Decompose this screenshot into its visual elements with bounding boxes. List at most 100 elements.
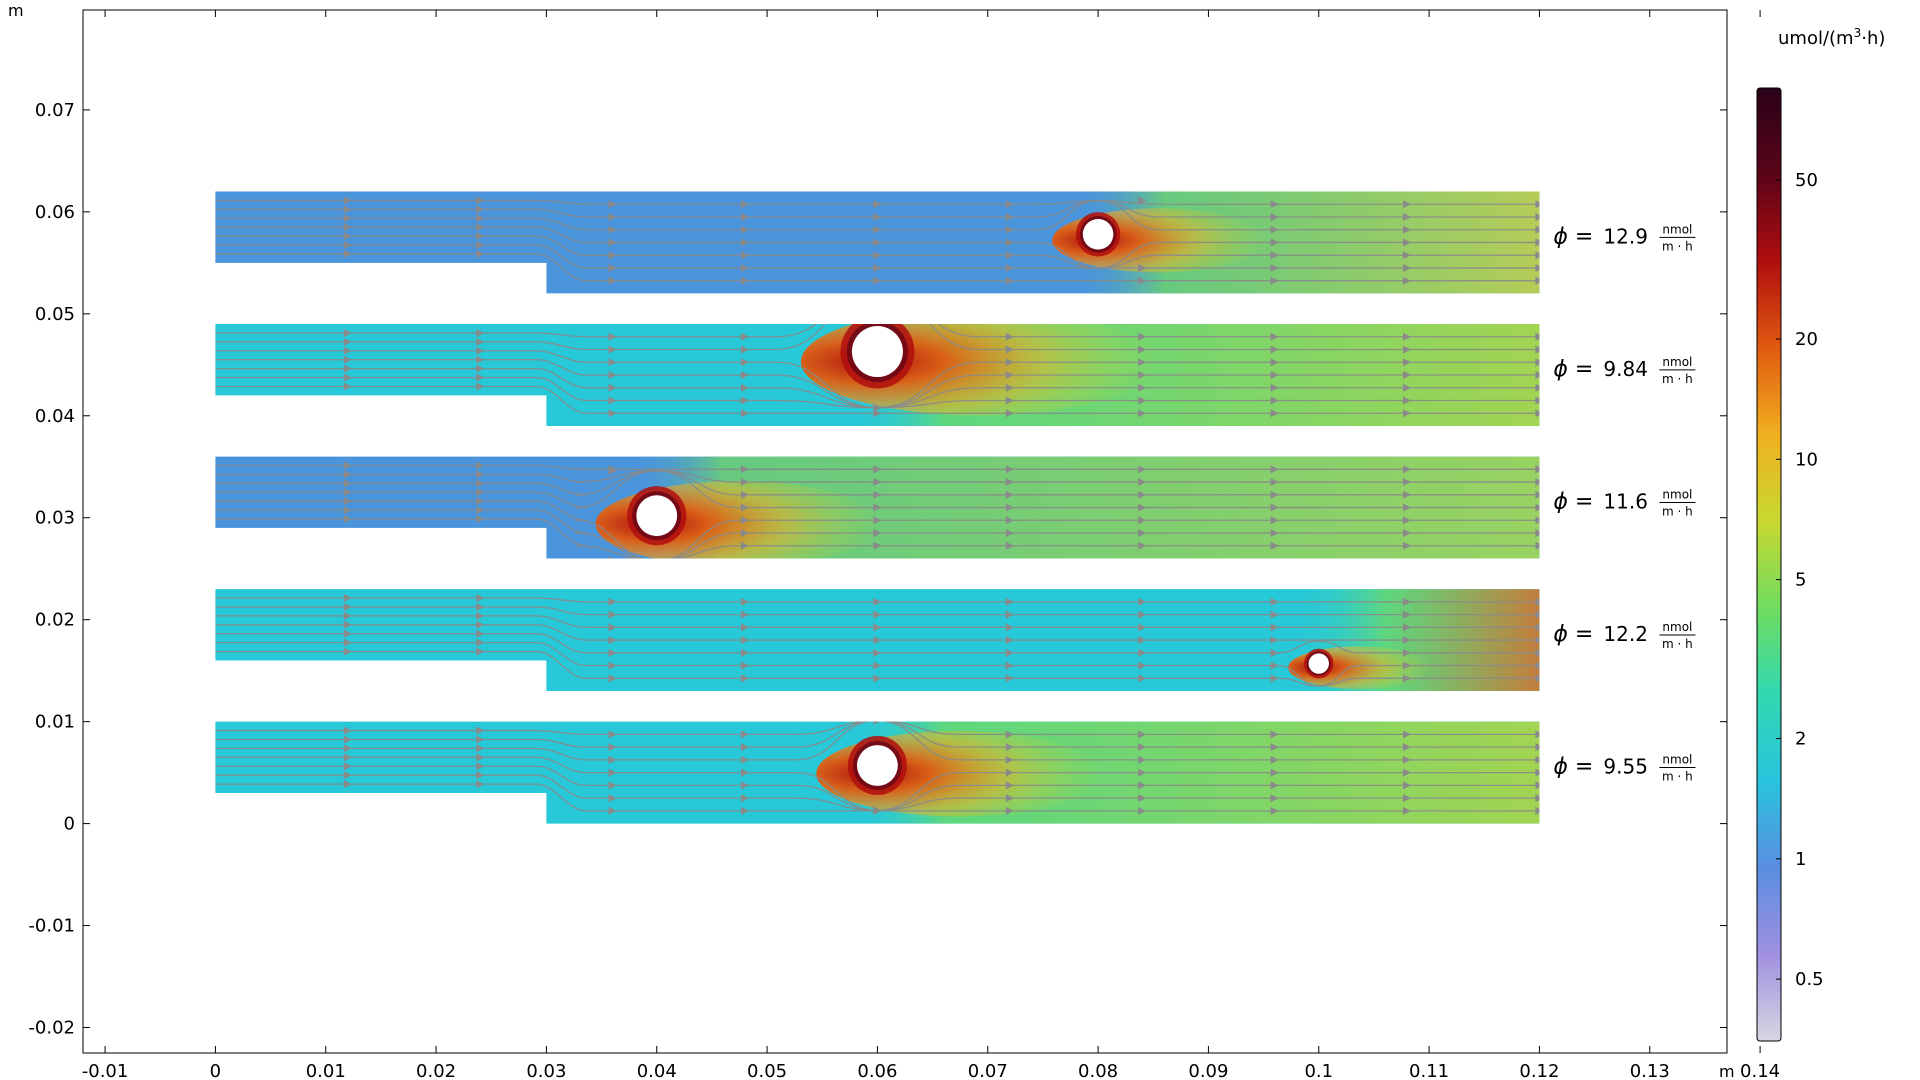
streamline-arrow xyxy=(873,263,882,272)
streamline-arrow xyxy=(1005,516,1014,525)
streamline-arrow xyxy=(343,620,352,629)
streamline-arrow xyxy=(1005,490,1014,499)
streamline-arrow xyxy=(741,409,750,418)
streamline-arrow xyxy=(741,781,750,790)
phi-value: 12.9 xyxy=(1603,224,1648,248)
streamline xyxy=(215,244,1540,269)
streamline-arrow xyxy=(741,383,750,392)
streamline-arrow xyxy=(476,328,485,337)
streamline-arrow xyxy=(608,370,617,379)
streamline-arrow xyxy=(1005,238,1014,247)
x-tick-label: 0.08 xyxy=(1078,1061,1118,1080)
streamline-arrow xyxy=(1005,358,1014,367)
streamline-arrow xyxy=(873,238,882,247)
streamline-arrow xyxy=(343,346,352,355)
streamline-arrow xyxy=(1535,200,1540,209)
streamline-arrow xyxy=(343,497,352,506)
streamline xyxy=(215,253,1540,282)
streamline-arrow xyxy=(873,478,882,487)
streamline-arrow xyxy=(1270,648,1279,657)
streamline xyxy=(215,721,1540,748)
streamline-arrow xyxy=(741,276,750,285)
streamline-arrow xyxy=(1005,383,1014,392)
phi-unit-numerator: nmol xyxy=(1662,355,1692,369)
streamline-arrow xyxy=(608,648,617,657)
streamline-arrow xyxy=(476,602,485,611)
streamline-arrow xyxy=(873,610,882,619)
streamline-arrow xyxy=(1005,345,1014,354)
streamline-arrow xyxy=(1005,478,1014,487)
streamline-arrow xyxy=(741,490,750,499)
streamline-arrow xyxy=(1138,478,1147,487)
streamline-arrow xyxy=(343,762,352,771)
streamline-arrow xyxy=(608,200,617,209)
streamline-arrow xyxy=(1535,332,1540,341)
streamline-arrow xyxy=(608,661,617,670)
streamline-arrow xyxy=(1005,332,1014,341)
streamline-arrow xyxy=(1270,276,1279,285)
streamline-arrow xyxy=(1535,597,1540,606)
streamline-arrow xyxy=(873,225,882,234)
streamline-arrow xyxy=(1005,225,1014,234)
streamline xyxy=(215,199,1540,205)
streamline-arrow xyxy=(1138,730,1147,739)
streamline-arrow xyxy=(1535,276,1540,285)
streamline-arrow xyxy=(608,743,617,752)
streamline-arrow xyxy=(343,735,352,744)
streamline-arrow xyxy=(1270,755,1279,764)
streamline-arrow xyxy=(873,516,882,525)
streamline-arrow xyxy=(873,490,882,499)
streamline-arrow xyxy=(476,515,485,524)
streamline-arrow xyxy=(1138,396,1147,405)
phi-value: 11.6 xyxy=(1603,489,1648,513)
streamline-arrow xyxy=(1403,768,1412,777)
streamline-arrow xyxy=(873,674,882,683)
y-tick-label: 0.05 xyxy=(35,304,75,325)
streamline-arrow xyxy=(343,249,352,258)
streamline xyxy=(215,200,1540,218)
x-tick-label: 0.06 xyxy=(857,1061,897,1080)
streamline-arrow xyxy=(608,623,617,632)
streamline-arrow xyxy=(343,771,352,780)
streamline-arrow xyxy=(1270,768,1279,777)
field-layer xyxy=(215,191,1540,294)
streamline-arrow xyxy=(1535,263,1540,272)
streamline xyxy=(215,200,1540,231)
streamline-arrow xyxy=(1005,263,1014,272)
x-tick-label: 0.04 xyxy=(637,1061,677,1080)
streamline-arrow xyxy=(1270,358,1279,367)
streamline xyxy=(215,633,1540,654)
streamline-arrow xyxy=(873,721,882,725)
streamline-arrow xyxy=(1535,610,1540,619)
phi-unit-denominator: m · h xyxy=(1662,770,1693,784)
streamline-arrow xyxy=(1138,196,1147,205)
streamline-arrow xyxy=(343,753,352,762)
streamline xyxy=(215,500,1540,559)
streamline-arrow xyxy=(608,276,617,285)
streamline-arrow xyxy=(741,661,750,670)
streamline-arrow xyxy=(1270,251,1279,260)
streamline-arrow xyxy=(741,225,750,234)
streamline-arrow xyxy=(343,780,352,789)
colorbar-unit-label: umol/(m3·h) xyxy=(1778,26,1885,49)
streamline-arrow xyxy=(343,223,352,232)
streamline-arrow xyxy=(873,636,882,645)
phi-symbol: ϕ = xyxy=(1553,622,1593,647)
streamline-arrow xyxy=(1535,490,1540,499)
streamline-arrow xyxy=(741,251,750,260)
phi-unit-numerator: nmol xyxy=(1662,487,1692,501)
streamline-arrow xyxy=(343,515,352,524)
streamline-arrow xyxy=(741,806,750,815)
x-tick-label: 0.14 xyxy=(1740,1061,1780,1080)
streamline-arrow xyxy=(608,794,617,803)
streamline-arrow xyxy=(1403,730,1412,739)
x-tick-label: 0.1 xyxy=(1304,1061,1333,1080)
phi-value: 9.55 xyxy=(1603,755,1648,779)
streamline-arrow xyxy=(1005,623,1014,632)
streamline xyxy=(215,464,1540,470)
field-layer xyxy=(215,456,1540,559)
streamline-arrow xyxy=(1138,623,1147,632)
streamline-arrow xyxy=(608,409,617,418)
streamline-arrow xyxy=(741,623,750,632)
colorbar-tick-label: 50 xyxy=(1795,170,1818,191)
